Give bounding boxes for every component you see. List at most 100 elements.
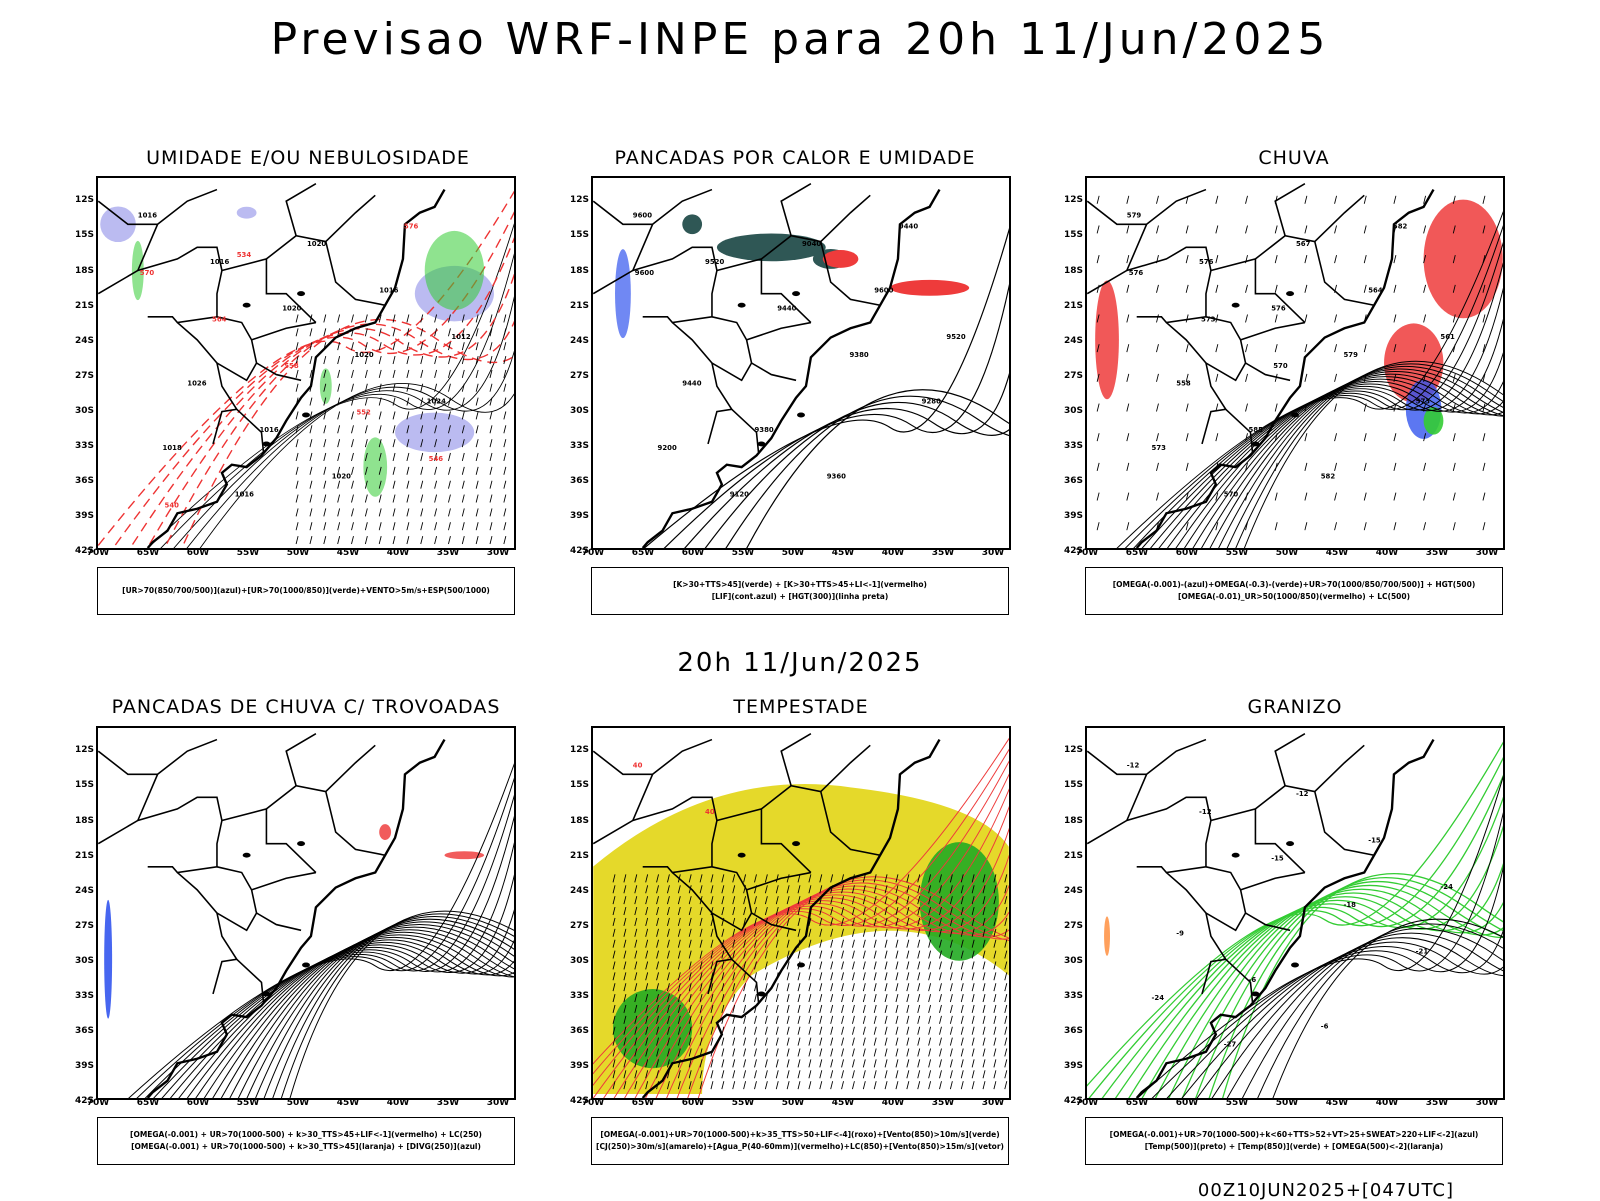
map-canvas bbox=[98, 733, 514, 1098]
lon-tick-label: 30W bbox=[1475, 548, 1499, 558]
contour-label: 1016 bbox=[379, 287, 398, 295]
lat-tick-label: 42S bbox=[1063, 1096, 1083, 1106]
contour-label: -21 bbox=[1416, 948, 1429, 956]
map-canvas: 9600 9520 9440 9380 9280 9200 9120 9040 9600 9520… bbox=[593, 183, 1009, 548]
contour-label: 564 bbox=[212, 315, 227, 323]
lon-tick-label: 70W bbox=[86, 548, 110, 558]
panel-title-pancadas-calor: PANCADAS POR CALOR E UMIDADE bbox=[614, 147, 976, 169]
lon-tick-label: 65W bbox=[631, 548, 655, 558]
lat-tick-label: 33S bbox=[74, 990, 94, 1001]
lat-tick-label: 36S bbox=[74, 1025, 94, 1036]
lon-tick-label: 65W bbox=[136, 1098, 160, 1108]
lat-tick-label: 36S bbox=[1063, 1025, 1083, 1036]
lat-tick-label: 21S bbox=[569, 850, 589, 861]
contour-label: 558 bbox=[284, 362, 299, 370]
contour-label: 1020 bbox=[354, 351, 373, 359]
legend-line: [OMEGA(-0.001)-(azul)+OMEGA(-0.3)-(verde… bbox=[1112, 580, 1476, 589]
legend-line: [OMEGA(-0.001) + UR>70(1000-500) + k>30_… bbox=[131, 1142, 481, 1151]
contour-label: 585 bbox=[1249, 426, 1264, 434]
map-canvas: -12 -12 -15 -18 -21 -24 -27 -12 -15 -24 -9 -6 -6 bbox=[1087, 733, 1503, 1098]
lat-tick-label: 15S bbox=[1063, 230, 1083, 241]
lat-tick-label: 24S bbox=[1063, 335, 1083, 346]
map-pancadas-calor: 9600 9520 9440 9380 9280 9200 9120 9040 9600 9520… bbox=[570, 176, 1011, 558]
lat-tick-label: 42S bbox=[74, 546, 94, 556]
contour-label: 1016 bbox=[260, 426, 279, 434]
map-granizo: -12 -12 -15 -18 -21 -24 -27 -12 -15 -24 -9 -6 -6 12S 1… bbox=[1064, 726, 1505, 1108]
legend-trovoadas: [OMEGA(-0.001) + UR>70(1000-500) + k>30_… bbox=[97, 1117, 515, 1165]
lon-tick-label: 50W bbox=[1275, 548, 1299, 558]
lon-tick-label: 55W bbox=[236, 548, 260, 558]
contour-label: 573 bbox=[1201, 315, 1216, 323]
lat-tick-label: 42S bbox=[569, 546, 589, 556]
contour-label: 40 bbox=[633, 762, 643, 770]
lon-tick-label: 40W bbox=[386, 548, 410, 558]
lat-tick-label: 24S bbox=[74, 885, 94, 896]
contour-label: 9600 bbox=[874, 287, 893, 295]
contour-label: 1016 bbox=[210, 258, 229, 266]
legend-line: [K>30+TTS>45](verde) + [K>30+TTS>45+LI<-… bbox=[673, 580, 927, 589]
contour-label: 1020 bbox=[282, 305, 301, 313]
contour-label: 576 bbox=[1199, 258, 1214, 266]
contour-label: 9600 bbox=[635, 269, 654, 277]
contour-label: 9360 bbox=[827, 473, 846, 481]
contour-label: 9520 bbox=[705, 258, 724, 266]
legend-line: [OMEGA(-0.01)_UR>50(1000/850)(vermelho) … bbox=[1177, 592, 1411, 601]
lat-tick-label: 18S bbox=[569, 265, 589, 276]
map-tempestade: 40 40 12S 15S 18S 21S 24S 27S 30S 33S 36S 39S 42S 70W… bbox=[570, 726, 1011, 1108]
contour-label: 576 bbox=[1271, 305, 1286, 313]
legend-line: [Temp(500)](preto) + [Temp(850)](verde) … bbox=[1144, 1142, 1444, 1151]
lat-tick-label: 18S bbox=[569, 815, 589, 826]
map-canvas: 40 40 bbox=[593, 733, 1009, 1098]
lon-tick-label: 45W bbox=[336, 1098, 360, 1108]
lon-tick-label: 50W bbox=[781, 548, 805, 558]
lat-tick-label: 24S bbox=[1063, 885, 1083, 896]
contour-label: -18 bbox=[1343, 901, 1356, 909]
contour-label: 540 bbox=[165, 501, 180, 509]
legend-umidade: [UR>70(850/700/500)](azul)+[UR>70(1000/8… bbox=[97, 567, 515, 615]
lon-tick-label: 35W bbox=[436, 548, 460, 558]
contour-label: 9440 bbox=[682, 380, 701, 388]
lon-tick-label: 40W bbox=[1375, 1098, 1399, 1108]
lat-tick-label: 12S bbox=[1063, 745, 1083, 756]
lat-tick-label: 36S bbox=[74, 475, 94, 486]
lat-tick-label: 24S bbox=[569, 335, 589, 346]
contour-label: 573 bbox=[1152, 444, 1167, 452]
lon-tick-label: 70W bbox=[581, 1098, 605, 1108]
lon-tick-label: 45W bbox=[831, 548, 855, 558]
lat-tick-label: 21S bbox=[1063, 850, 1083, 861]
contour-label: 1020 bbox=[307, 240, 326, 248]
lon-tick-label: 65W bbox=[631, 1098, 655, 1108]
lon-tick-label: 70W bbox=[86, 1098, 110, 1108]
lon-tick-label: 50W bbox=[286, 548, 310, 558]
contour-label: 9200 bbox=[658, 444, 677, 452]
lat-tick-label: 30S bbox=[74, 955, 94, 966]
contour-label: 534 bbox=[237, 251, 252, 259]
lat-tick-label: 42S bbox=[74, 1096, 94, 1106]
contour-label: 9380 bbox=[849, 351, 868, 359]
contour-label: -15 bbox=[1368, 837, 1381, 845]
contour-label: 9380 bbox=[755, 426, 774, 434]
map-chuva: 579 576 576 579 573 573 570 567 564 561 558 585 582 5… bbox=[1064, 176, 1505, 558]
lat-tick-label: 18S bbox=[1063, 265, 1083, 276]
map-umidade: 1016 1016 1020 1020 1024 1018 1016 1020 1016 1012… bbox=[75, 176, 516, 558]
contour-label: 573 bbox=[1416, 398, 1431, 406]
lon-tick-label: 60W bbox=[1175, 1098, 1199, 1108]
lon-tick-label: 55W bbox=[1225, 548, 1249, 558]
contour-label: 9120 bbox=[730, 491, 749, 499]
lon-tick-label: 35W bbox=[931, 548, 955, 558]
lat-tick-label: 42S bbox=[1063, 546, 1083, 556]
lat-tick-label: 27S bbox=[1063, 920, 1083, 931]
contour-label: 582 bbox=[1321, 473, 1336, 481]
lon-tick-label: 60W bbox=[681, 1098, 705, 1108]
contour-label: 576 bbox=[1129, 269, 1144, 277]
lat-tick-label: 27S bbox=[1063, 370, 1083, 381]
contour-label: -12 bbox=[1127, 762, 1140, 770]
contour-label: -9 bbox=[1176, 930, 1184, 938]
lat-tick-label: 21S bbox=[74, 300, 94, 311]
legend-pancadas-calor: [K>30+TTS>45](verde) + [K>30+TTS>45+LI<-… bbox=[591, 567, 1009, 615]
contour-label: -12 bbox=[1199, 808, 1212, 816]
lat-tick-label: 30S bbox=[569, 955, 589, 966]
legend-line: [OMEGA(-0.001)+UR>70(1000-500)+k>35_TTS>… bbox=[600, 1130, 1000, 1139]
lat-tick-label: 15S bbox=[569, 230, 589, 241]
panel-title-tempestade: TEMPESTADE bbox=[733, 696, 869, 718]
